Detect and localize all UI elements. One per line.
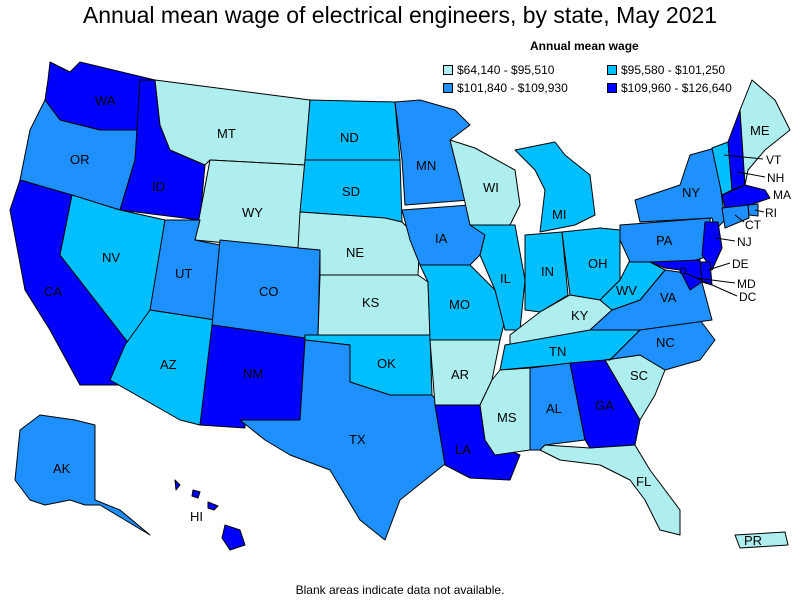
state-mo[interactable] xyxy=(419,264,506,341)
label-nj: NJ xyxy=(737,235,752,249)
label-sc: SC xyxy=(630,368,648,383)
label-vt: VT xyxy=(766,153,782,167)
label-mo: MO xyxy=(449,297,470,312)
label-ri: RI xyxy=(765,206,777,220)
leader-nh xyxy=(737,171,766,178)
label-nc: NC xyxy=(656,335,675,350)
label-me: ME xyxy=(750,123,770,138)
label-ny: NY xyxy=(682,185,700,200)
label-tn: TN xyxy=(549,344,566,359)
state-fl[interactable] xyxy=(539,444,681,536)
leader-ri xyxy=(754,209,765,213)
legend-item-4: $109,960 - $126,640 xyxy=(607,81,732,95)
label-fl: FL xyxy=(636,474,651,489)
label-pr: PR xyxy=(744,533,762,548)
label-ks: KS xyxy=(362,295,380,310)
label-nm: NM xyxy=(243,366,263,381)
leader-vt xyxy=(723,154,764,160)
label-pa: PA xyxy=(656,233,673,248)
label-ne: NE xyxy=(346,245,364,260)
label-ut: UT xyxy=(175,266,192,281)
label-ca: CA xyxy=(44,284,62,299)
label-nv: NV xyxy=(102,250,120,265)
label-wi: WI xyxy=(483,180,499,195)
state-ny[interactable] xyxy=(634,147,726,231)
label-hi: HI xyxy=(190,509,203,524)
leader-dc xyxy=(684,272,738,297)
label-co: CO xyxy=(259,284,279,299)
label-il: IL xyxy=(500,271,511,286)
label-ia: IA xyxy=(435,231,448,246)
label-az: AZ xyxy=(160,357,177,372)
label-dc: DC xyxy=(739,290,757,304)
leader-ct xyxy=(734,214,745,223)
label-ms: MS xyxy=(497,410,517,425)
label-nd: ND xyxy=(340,130,359,145)
state-hi[interactable] xyxy=(174,479,181,491)
legend-item-3: $101,840 - $109,930 xyxy=(443,81,568,95)
state-ct[interactable] xyxy=(721,204,750,229)
state-il[interactable] xyxy=(469,224,526,331)
label-sd: SD xyxy=(342,184,360,199)
legend-label-3: $101,840 - $109,930 xyxy=(457,81,568,95)
label-ky: KY xyxy=(571,308,589,323)
label-ma: MA xyxy=(773,188,791,202)
state-mi[interactable] xyxy=(514,141,596,233)
label-ar: AR xyxy=(451,367,469,382)
leader-nj xyxy=(715,237,736,242)
label-in: IN xyxy=(541,264,554,279)
state-nj[interactable] xyxy=(701,221,723,271)
state-tx[interactable] xyxy=(239,339,451,541)
leader-de xyxy=(707,262,731,271)
state-hi-island-4[interactable] xyxy=(221,524,246,551)
label-ok: OK xyxy=(377,356,396,371)
label-la: LA xyxy=(455,442,471,457)
legend-swatch-2 xyxy=(607,65,617,75)
label-or: OR xyxy=(70,152,90,167)
state-hi-island-2[interactable] xyxy=(191,489,201,499)
label-oh: OH xyxy=(588,256,608,271)
state-ak[interactable] xyxy=(14,414,151,536)
map-title: Annual mean wage of electrical engineers… xyxy=(82,2,718,28)
state-md[interactable] xyxy=(649,259,703,291)
label-va: VA xyxy=(660,290,677,305)
label-mn: MN xyxy=(416,158,436,173)
label-ct: CT xyxy=(745,218,762,232)
label-mi: MI xyxy=(552,207,566,222)
state-hi-island-3[interactable] xyxy=(207,501,219,511)
legend-item-1: $64,140 - $95,510 xyxy=(443,63,554,77)
label-nh: NH xyxy=(767,171,784,185)
label-wy: WY xyxy=(242,205,263,220)
legend-label-1: $64,140 - $95,510 xyxy=(457,63,555,77)
leader-md xyxy=(695,277,736,284)
label-id: ID xyxy=(152,179,165,194)
label-mt: MT xyxy=(217,126,236,141)
legend-swatch-4 xyxy=(607,83,617,93)
legend-label-2: $95,580 - $101,250 xyxy=(621,63,726,77)
legend-label-4: $109,960 - $126,640 xyxy=(621,81,732,95)
state-wi[interactable] xyxy=(449,139,521,226)
label-de: DE xyxy=(732,257,749,271)
state-wv[interactable] xyxy=(599,259,666,311)
label-tx: TX xyxy=(349,432,366,447)
footer-note: Blank areas indicate data not available. xyxy=(295,583,505,597)
legend-swatch-3 xyxy=(443,83,453,93)
state-me[interactable] xyxy=(739,79,791,186)
label-al: AL xyxy=(546,401,562,416)
state-dc[interactable] xyxy=(679,267,687,275)
label-ga: GA xyxy=(595,398,614,413)
label-ak: AK xyxy=(53,461,71,476)
legend-title: Annual mean wage xyxy=(530,39,639,53)
state-pr[interactable] xyxy=(734,531,789,549)
legend-item-2: $95,580 - $101,250 xyxy=(607,63,725,77)
legend-swatch-1 xyxy=(443,65,453,75)
label-wa: WA xyxy=(95,93,116,108)
label-wv: WV xyxy=(616,283,637,298)
label-md: MD xyxy=(737,277,756,291)
state-mt[interactable] xyxy=(154,79,311,166)
